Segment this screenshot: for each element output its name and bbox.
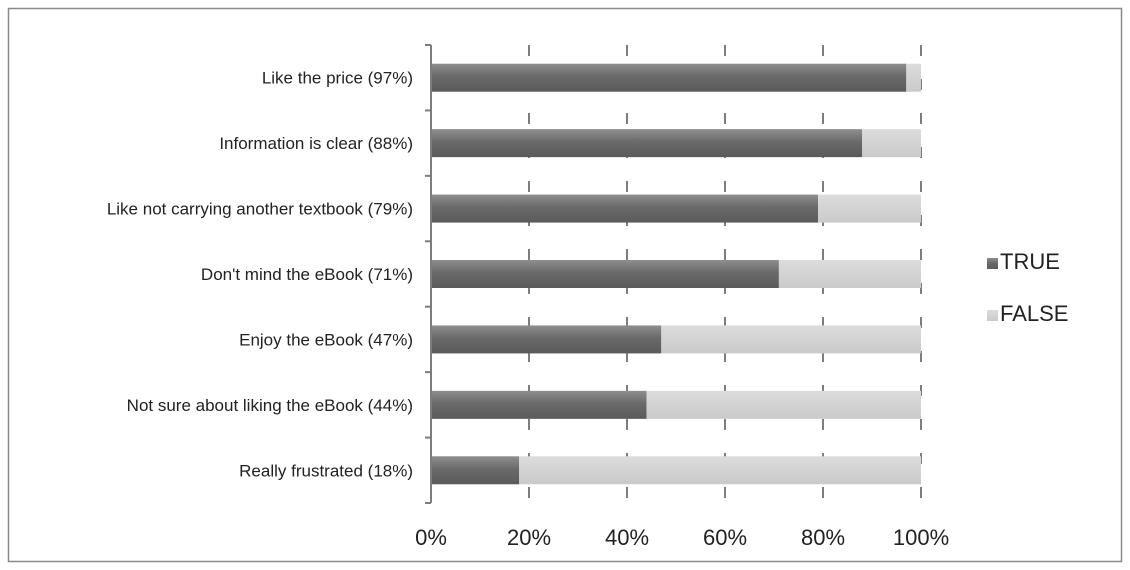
axes [425, 44, 432, 504]
x-tick-label: 0% [415, 525, 447, 550]
bar-true [431, 260, 779, 288]
bar-true [431, 325, 662, 354]
x-tick-label: 80% [801, 525, 845, 550]
x-tick-label: 60% [703, 525, 747, 550]
bar-false [646, 390, 921, 419]
legend-swatch-false [987, 310, 998, 321]
bar-false [818, 194, 921, 223]
bar-true [431, 129, 863, 158]
category-label: Really frustrated (18%) [239, 461, 413, 480]
category-label: Like the price (97%) [262, 69, 413, 88]
bar-true [431, 194, 819, 223]
bars [431, 63, 921, 485]
x-tick-labels: 0% 20% 40% 60% 80% 100% [415, 525, 949, 550]
category-label: Enjoy the eBook (47%) [239, 330, 413, 349]
bar-false [778, 260, 921, 288]
bar-true [431, 456, 520, 485]
category-label: Like not carrying another textbook (79%) [107, 200, 413, 219]
category-label: Information is clear (88%) [219, 134, 413, 153]
x-tick-label: 40% [605, 525, 649, 550]
category-labels: Like the price (97%) Information is clear… [107, 69, 413, 481]
x-tick-label: 100% [893, 525, 949, 550]
legend: TRUE FALSE [987, 249, 1068, 326]
category-label: Don't mind the eBook (71%) [201, 265, 413, 284]
legend-label-false: FALSE [1000, 301, 1068, 326]
bar-false [906, 63, 921, 92]
x-tick-label: 20% [507, 525, 551, 550]
legend-swatch-true [987, 258, 998, 269]
grid-lines [528, 45, 922, 503]
bar-false [661, 325, 921, 354]
bar-false [519, 456, 921, 485]
bar-false [862, 129, 921, 158]
bar-true [431, 63, 907, 92]
legend-label-true: TRUE [1000, 249, 1060, 274]
bar-true [431, 390, 647, 419]
category-label: Not sure about liking the eBook (44%) [127, 396, 413, 415]
